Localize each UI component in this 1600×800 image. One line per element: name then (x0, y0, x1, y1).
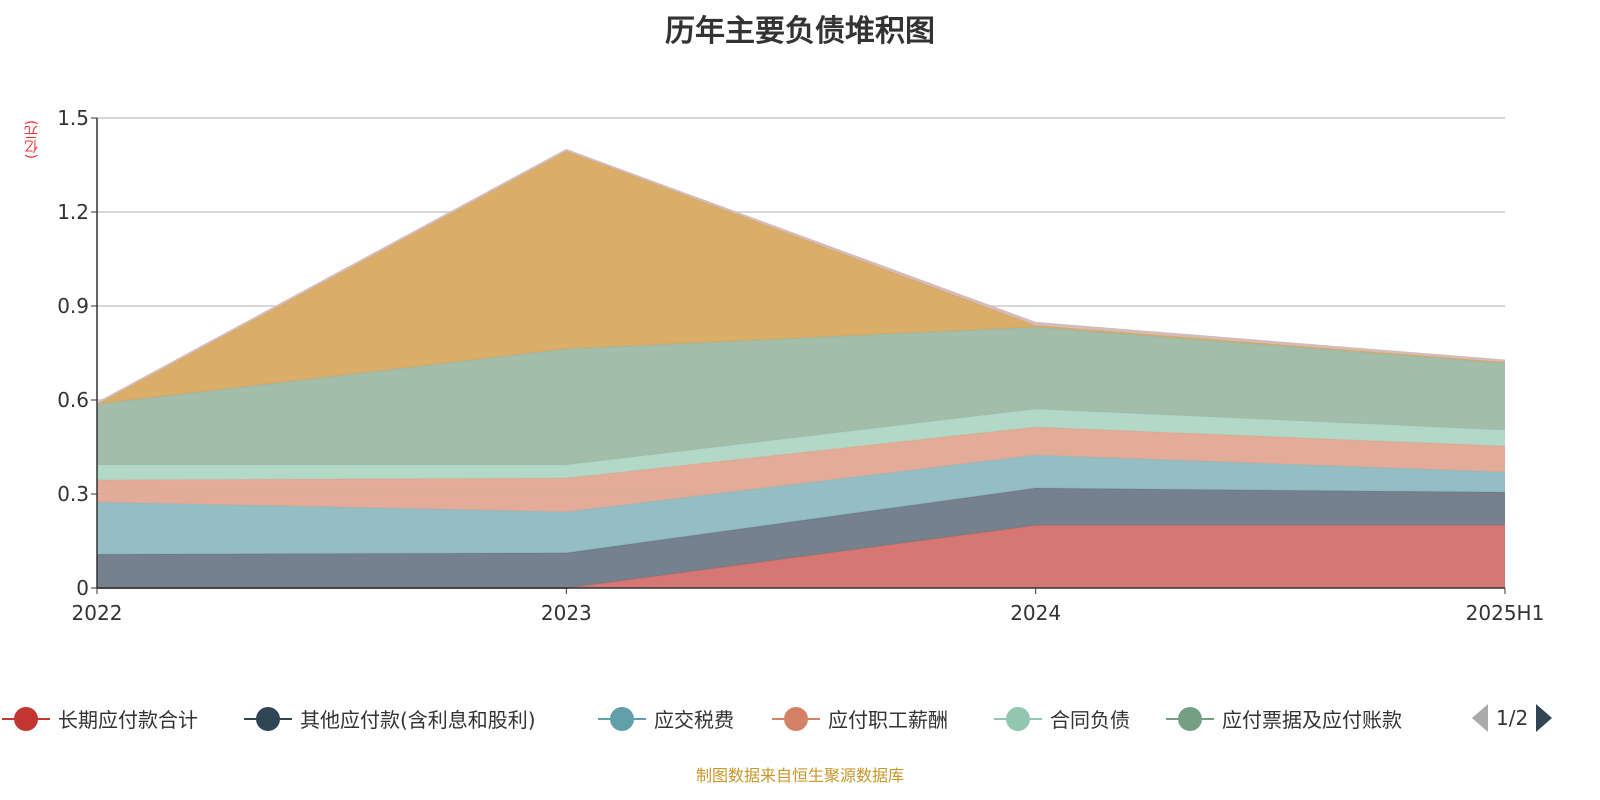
x-tick-label: 2025H1 (1466, 601, 1545, 625)
y-tick-label: 0 (76, 576, 89, 600)
legend-label: 应付职工薪酬 (828, 708, 948, 732)
area-series-5 (97, 326, 1505, 465)
area-series-4 (97, 409, 1505, 480)
legend-label: 长期应付款合计 (58, 708, 198, 732)
legend-item[interactable]: 应付票据及应付账款 (1166, 704, 1402, 733)
y-tick-label: 0.6 (57, 388, 89, 412)
area-line-7 (96, 148, 1506, 405)
legend-marker-icon (1166, 705, 1214, 733)
legend-label: 应交税费 (654, 708, 734, 732)
area-series-2 (97, 455, 1505, 555)
x-tick-label: 2022 (72, 601, 123, 625)
legend-item[interactable]: 合同负债 (994, 704, 1130, 733)
area-series-1 (97, 488, 1505, 588)
legend-item[interactable]: 应付职工薪酬 (772, 704, 948, 733)
legend-item[interactable]: 其他应付款(含利息和股利) (244, 704, 536, 733)
legend: 长期应付款合计 其他应付款(含利息和股利) 应交税费 应付职工薪酬 合同负债 应付票据及应… (0, 704, 1600, 734)
y-tick-label: 0.3 (57, 482, 89, 506)
legend-item[interactable]: 长期应付款合计 (2, 704, 198, 733)
stacked-area-chart: 0 0.3 0.6 0.9 1.2 1.5 2022 2023 2024 2025H1 (57, 106, 1545, 625)
area-series-0 (97, 525, 1505, 588)
legend-marker-icon (598, 705, 646, 733)
data-source-note: 制图数据来自恒生聚源数据库 (695, 766, 904, 785)
legend-marker-icon (994, 705, 1042, 733)
legend-label: 应付票据及应付账款 (1222, 708, 1402, 732)
legend-marker-icon (772, 705, 820, 733)
x-tick-label: 2023 (541, 601, 592, 625)
chart-title: 历年主要负债堆积图 (665, 14, 935, 49)
legend-next-arrow-icon[interactable] (1536, 704, 1553, 732)
legend-marker-icon (244, 705, 292, 733)
y-tick-label: 1.2 (57, 200, 89, 224)
area-series-3 (97, 426, 1505, 512)
legend-label: 其他应付款(含利息和股利) (300, 708, 536, 732)
legend-label: 合同负债 (1050, 708, 1130, 732)
legend-marker-icon (2, 705, 50, 733)
y-tick-label: 1.5 (57, 106, 89, 130)
legend-prev-arrow-icon[interactable] (1472, 704, 1488, 732)
x-tick-label: 2024 (1010, 601, 1061, 625)
legend-page-indicator: 1/2 (1496, 706, 1529, 730)
legend-pager: 1/2 (1472, 704, 1553, 732)
y-tick-label: 0.9 (57, 294, 89, 318)
legend-item[interactable]: 应交税费 (598, 704, 734, 733)
